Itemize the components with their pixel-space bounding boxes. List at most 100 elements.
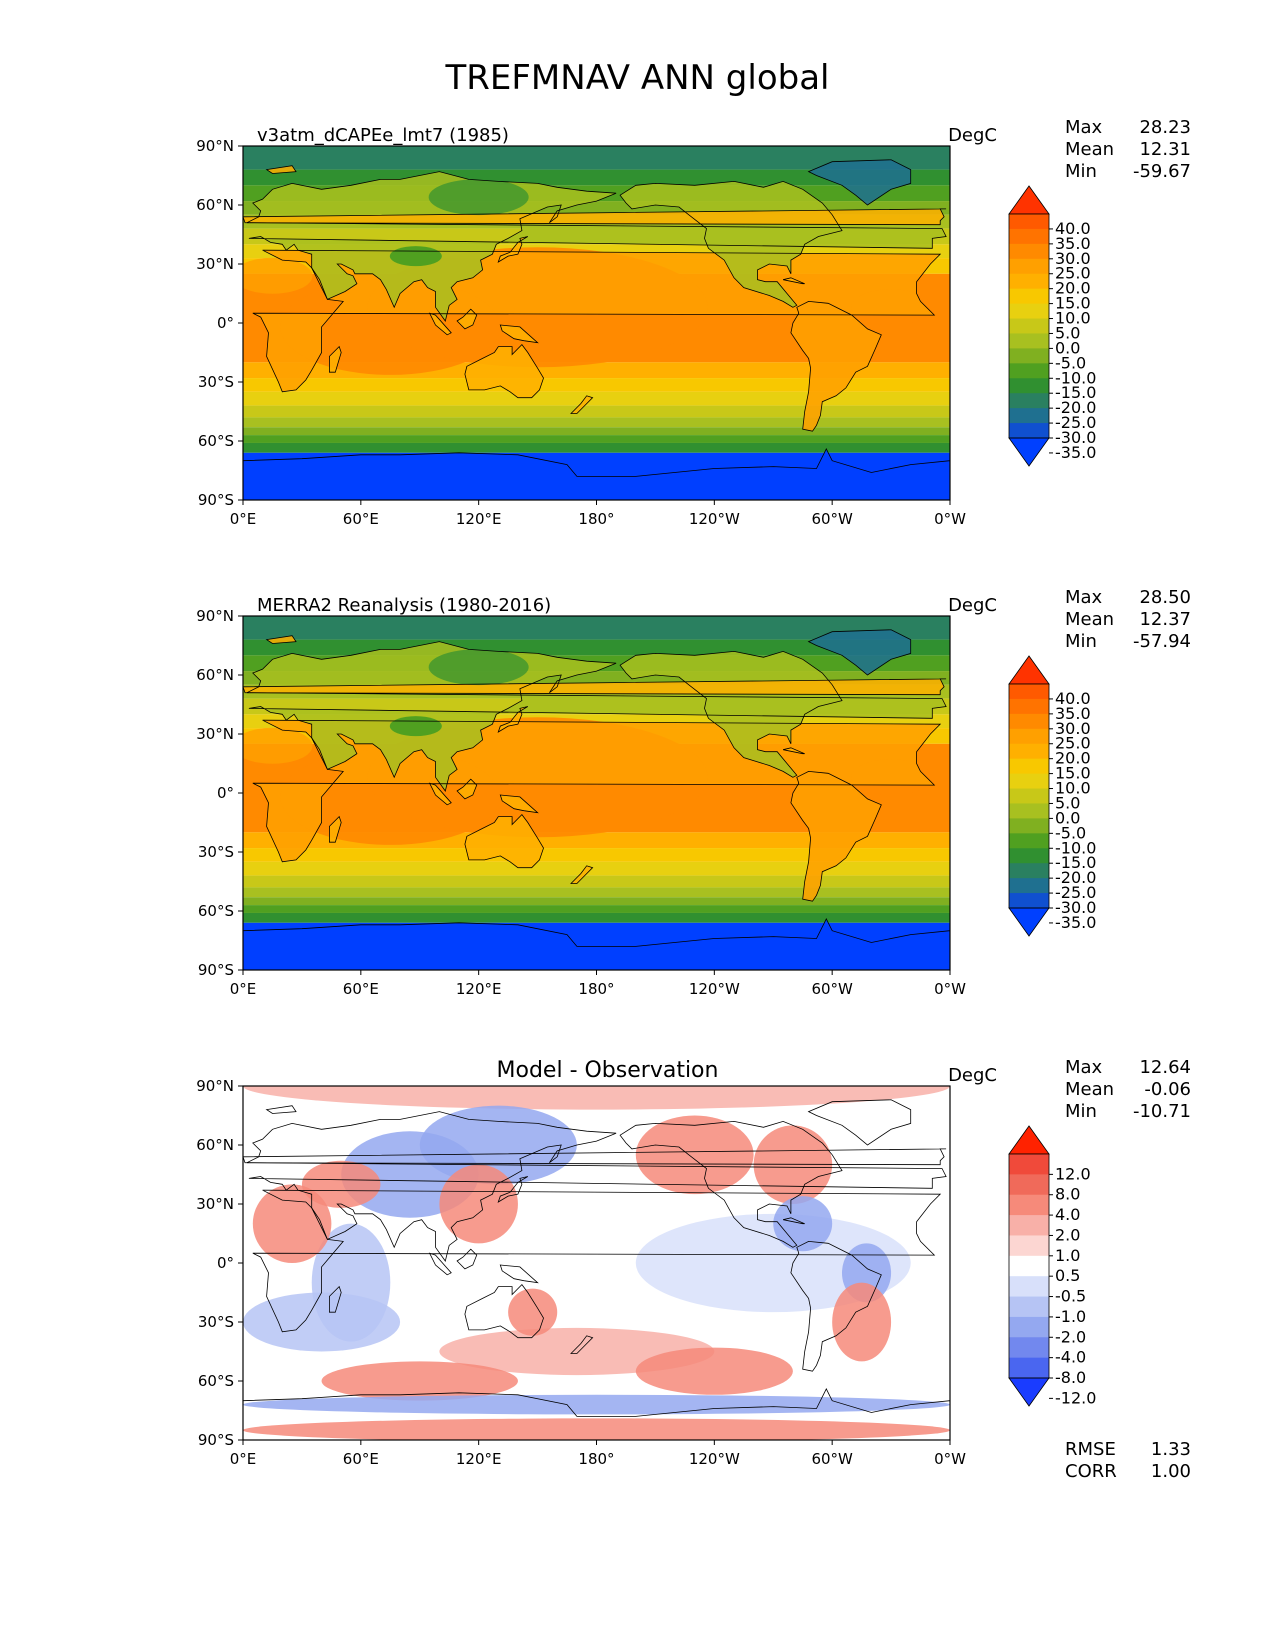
land-cuba [783,277,805,284]
coastline-antarctica [243,918,950,970]
page-title: TREFMNAV ANN global [445,58,830,98]
coastline-eurasia [246,171,947,322]
y-tick-label: 30°S [198,373,234,391]
y-tick-label: 60°S [198,902,234,920]
land-new-guinea [500,325,538,343]
colorbar-label: 0.5 [1055,1266,1080,1285]
y-tick-label: 0° [217,314,234,332]
colorbar-swatch [1009,848,1049,864]
temp-band-11 [243,861,950,876]
coastline-svalbard [265,1105,297,1114]
colorbar-swatch [1009,408,1049,424]
mean-label: Mean [1065,1079,1115,1100]
error-stats-block: RMSE 1.33 CORR 1.00 [1065,1439,1191,1483]
land-madagascar [329,346,342,373]
coastline-borneo [456,308,478,330]
land-greenland [808,629,911,675]
colorbar-swatch [1009,1174,1049,1196]
diff-region-15 [508,1288,558,1336]
coastline-greenland [807,629,912,676]
colorbar-label: -8.0 [1055,1368,1086,1387]
land-japan [498,706,528,732]
obs-map: 0°E 60°E 120°E 180° 120°W 60°W 0°W 90°N 60°N 30°N… [196,607,1096,998]
y-tick-label: 90°S [198,491,234,509]
colorbar-swatch [1009,1337,1049,1359]
coastline-sumatra [428,782,452,806]
colorbar-label: 15.0 [1055,764,1091,783]
sahara [243,727,313,764]
coastline-uk [243,1148,947,1166]
land-sumatra [429,783,452,805]
coastline-japan [497,1176,529,1203]
y-tick-label: 0° [217,784,234,802]
colorbar-swatch [1009,214,1049,230]
coastline-japan [497,706,529,733]
min-value: -57.94 [1132,631,1191,652]
land-antarctica [243,918,950,970]
land-eurasia [246,171,947,321]
max-label: Max [1065,1057,1103,1078]
colorbar-bottom-arrow [1008,1377,1050,1407]
colorbar-swatch [1009,1215,1049,1236]
x-tick-label: 0°E [230,980,257,998]
temp-band-13 [243,887,950,898]
land-antarctica [243,448,950,500]
tibet-plateau [389,246,442,267]
coastline-north-america [619,650,843,778]
colorbar-label: 5.0 [1055,323,1080,342]
temp-band-11 [243,391,950,406]
coastline-new-zealand [570,865,594,884]
max-label: Max [1065,587,1103,608]
coastline-madagascar [329,1285,342,1313]
rmse-value: 1.33 [1150,1439,1191,1460]
colorbar-swatch [1009,1276,1049,1298]
colorbar-label: -12.0 [1055,1388,1096,1407]
mean-value: 12.37 [1139,609,1191,630]
coastline-new-zealand [570,1335,594,1354]
temp-band-15 [243,435,950,443]
colorbar-label: 10.0 [1055,309,1091,328]
colorbar-label: 0.0 [1055,808,1080,827]
coastline-borneo [456,778,478,800]
colorbar-swatch [1009,893,1049,909]
colorbar-label: 20.0 [1055,279,1091,298]
colorbar-bottom-arrow [1008,907,1050,937]
colorbar-label: 10.0 [1055,779,1091,798]
x-tick-label: 120°W [689,1450,740,1468]
rmse-label: RMSE [1065,1439,1116,1460]
colorbar-label: 40.0 [1055,219,1091,238]
land-uk [243,678,947,695]
temp-band-15 [243,905,950,913]
min-label: Min [1065,161,1097,182]
x-tick-label: 180° [578,1450,614,1468]
field-layer [243,146,950,500]
y-tick-label: 90°N [196,1077,234,1095]
max-value: 28.50 [1139,587,1191,608]
stats-block: Max 28.23 Mean 12.31 Min -59.67 [1065,117,1191,183]
coastline-antarctica [243,1388,950,1440]
mean-label: Mean [1065,609,1115,630]
colorbar-label: 25.0 [1055,734,1091,753]
x-tick-label: 120°E [456,1450,502,1468]
x-tick-label: 0°W [934,510,966,528]
diff-region-17 [832,1282,892,1362]
x-tick-label: 180° [578,510,614,528]
colorbar-swatch [1009,1154,1049,1175]
y-tick-label: 0° [217,1254,234,1272]
temp-band-0 [243,616,950,640]
max-label: Max [1065,117,1103,138]
field-layer [243,1086,950,1440]
x-tick-label: 60°W [811,1450,853,1468]
mean-value: 12.31 [1139,139,1191,160]
coastline-japan [497,236,529,263]
x-tick-label: 120°W [689,980,740,998]
land-south-america [790,771,882,902]
siberia-cold [428,179,529,216]
colorbar-swatch [1009,1235,1049,1257]
colorbar-label: 2.0 [1055,1225,1080,1244]
model-panel: 0°E 60°E 120°E 180° 120°W 60°W 0°W 90°N 60°N 30°N… [0,0,1275,528]
colorbar-swatch [1009,273,1049,290]
colorbar: 40.035.030.025.020.015.010.05.00.0-5.0-1… [1008,185,1096,467]
colorbar-label: -25.0 [1055,413,1096,432]
diff-panel: 0°E 60°E 120°E 180° 120°W 60°W 0°W 90°N 60°N 30°N… [0,940,1275,1482]
